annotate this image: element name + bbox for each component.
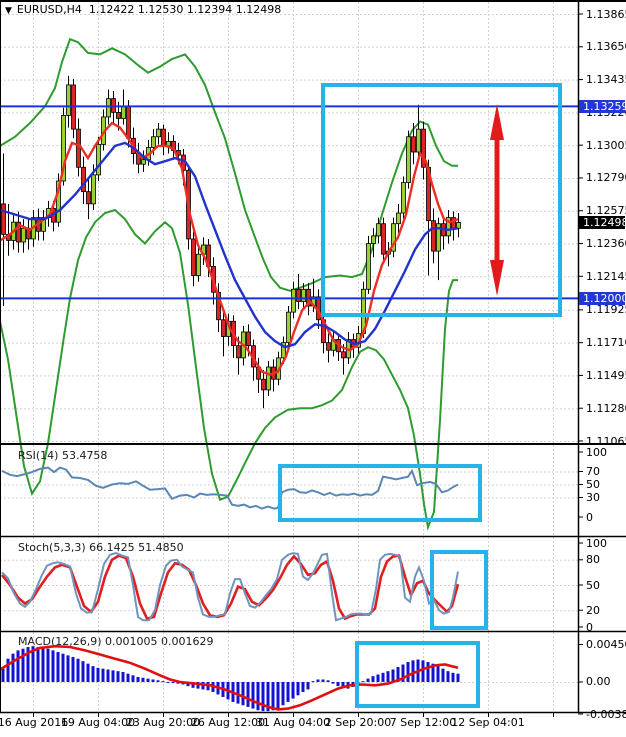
candles-layer — [1, 75, 461, 409]
price-tick: 1.11065 — [586, 434, 626, 448]
bollinger-lower-band — [0, 208, 458, 531]
macd-tick: -0.003851 — [586, 707, 626, 721]
ohlc-values-label: 1.12422 1.12530 1.12394 1.12498 — [88, 3, 282, 16]
stoch-signal-line — [0, 554, 460, 621]
rsi-tick: 30 — [586, 491, 600, 504]
price-tick: 1.11280 — [586, 401, 626, 415]
rsi-tick: 0 — [586, 510, 593, 524]
range-arrow[interactable] — [490, 104, 504, 296]
ma-slow-blue-line — [0, 141, 459, 349]
price-tick: 1.13865 — [586, 7, 626, 21]
current-price-badge: 1.12498 — [579, 215, 626, 229]
price-tick: 1.13650 — [586, 40, 626, 54]
stoch-tick: 0 — [586, 620, 593, 634]
rsi-tick: 50 — [586, 478, 600, 491]
price-tick: 1.11495 — [586, 368, 626, 382]
time-tick-label: 12 Sep 04:01 — [451, 716, 525, 729]
rsi-line — [1, 466, 459, 510]
level-price-badge: 1.13259 — [579, 99, 626, 113]
time-tick-label: 26 Aug 12:00 — [190, 716, 266, 729]
stoch-tick: 20 — [586, 603, 600, 617]
price-tick: 1.13005 — [586, 138, 626, 152]
macd-tick: 0.00 — [586, 675, 611, 689]
rsi-indicator-label: RSI(14) 53.4758 — [18, 449, 108, 462]
bollinger-upper-band — [0, 37, 458, 292]
time-tick-label: 16 Aug 2016 — [0, 716, 69, 729]
macd-tick: 0.004506 — [586, 638, 626, 651]
time-tick-label: 23 Aug 20:00 — [125, 716, 201, 729]
time-tick-label: 7 Sep 12:00 — [389, 716, 457, 729]
macd-signal-line — [0, 644, 459, 711]
price-tick: 1.13435 — [586, 73, 626, 87]
time-tick-label: 19 Aug 04:00 — [60, 716, 136, 729]
price-axis[interactable]: 1.138651.136501.134351.132201.130051.127… — [578, 0, 626, 721]
symbol-period-label: EURUSD,H4 — [16, 3, 82, 16]
level-price-badge: 1.12000 — [579, 291, 626, 305]
time-tick-label: 2 Sep 20:00 — [324, 716, 392, 729]
macd-highlight-box[interactable] — [355, 641, 480, 708]
price-tick: 1.12790 — [586, 171, 626, 185]
price-tick: 1.12145 — [586, 269, 626, 283]
stoch-main-line — [1, 552, 459, 622]
macd-indicator-label: MACD(12,26,9) 0.001005 0.001629 — [18, 635, 214, 648]
price-tick: 1.11925 — [586, 303, 626, 317]
stoch-indicator-label: Stoch(5,3,3) 66.1425 51.4850 — [18, 541, 184, 554]
grid-layer — [0, 2, 578, 712]
rsi-highlight-box[interactable] — [278, 464, 482, 522]
macd-histogram — [1, 646, 460, 712]
price-tick: 1.11710 — [586, 336, 626, 350]
main-highlight-box[interactable] — [321, 83, 562, 317]
collapse-chart-icon[interactable]: ▼ — [5, 6, 12, 16]
stoch-tick: 80 — [586, 553, 600, 567]
pane-borders — [0, 0, 626, 717]
stoch-tick: 100 — [586, 536, 607, 550]
rsi-tick: 70 — [586, 465, 600, 478]
stoch-tick: 50 — [586, 578, 600, 592]
ma-fast-red-line — [0, 121, 459, 376]
time-tick-label: 31 Aug 04:00 — [255, 716, 331, 729]
chart-title: ▼ EURUSD,H4 1.12422 1.12530 1.12394 1.124… — [5, 3, 281, 16]
rsi-tick: 100 — [586, 445, 607, 459]
price-tick: 1.12360 — [586, 237, 626, 250]
price-tick: 1.12575 — [586, 204, 626, 218]
stoch-highlight-box[interactable] — [430, 550, 488, 630]
